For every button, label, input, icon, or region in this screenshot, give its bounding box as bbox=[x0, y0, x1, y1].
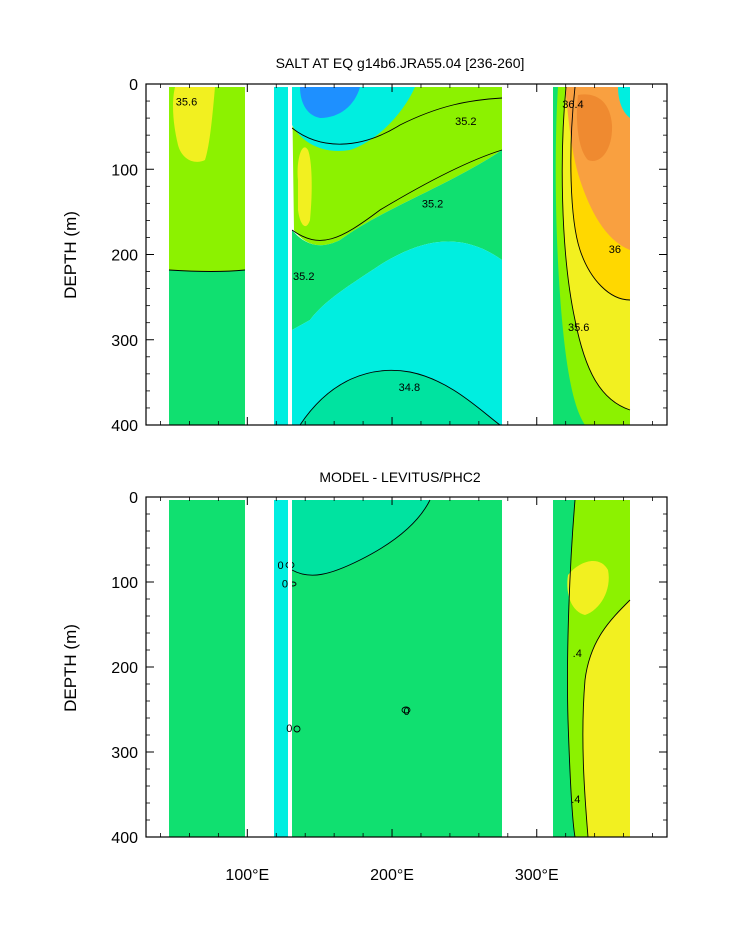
salinity-panel: SALT AT EQ g14b6.JRA55.04 [236-260] bbox=[61, 55, 668, 435]
p2-region-central-cyan bbox=[292, 500, 430, 576]
p1-contour-label-0: 35.6 bbox=[176, 96, 197, 108]
p1-region-surface-blue bbox=[300, 87, 360, 118]
p2-ytick-label-4: 400 bbox=[111, 830, 138, 847]
p2-zero-ellipse-4 bbox=[293, 725, 301, 733]
panel2-y-axis: 0 100 200 300 400 bbox=[111, 490, 667, 847]
p1-mask-b bbox=[288, 87, 292, 425]
p2-contour-label-1: .4 bbox=[571, 794, 580, 806]
p1-region-central-green bbox=[292, 150, 502, 330]
p1-region-west-upper bbox=[173, 87, 215, 162]
p1-region-west-lower bbox=[169, 270, 245, 425]
p1-contour-label-3: 35.2 bbox=[293, 271, 314, 283]
panel1-contour-labels: 35.6 35.2 35.2 35.2 34.8 36.4 36 35.6 bbox=[176, 96, 621, 394]
p2-xtick-label-2: 300°E bbox=[515, 867, 559, 884]
panel2-x-axis: 100°E 200°E 300°E bbox=[160, 497, 653, 884]
p1-contour-east-35-6 bbox=[561, 86, 631, 411]
p1-contour-label-4: 34.8 bbox=[399, 382, 420, 394]
p2-region-strip bbox=[274, 500, 288, 837]
p2-xtick-label-1: 200°E bbox=[370, 867, 414, 884]
p2-contour-label-0: .4 bbox=[573, 648, 582, 660]
p1-region-central-cyan bbox=[292, 241, 502, 425]
p1-mask-a bbox=[245, 87, 274, 425]
p1-contour-label-5: 36.4 bbox=[562, 99, 583, 111]
p2-region-west bbox=[169, 500, 245, 837]
panel1-contour-lines bbox=[168, 86, 631, 426]
panel2-masks bbox=[245, 500, 553, 837]
p2-zero-ellipse-3 bbox=[401, 706, 411, 714]
p1-contour-label-7: 35.6 bbox=[568, 322, 589, 334]
p2-contour-east-inner bbox=[567, 499, 576, 838]
p1-region-east-lime bbox=[553, 87, 630, 425]
p1-ytick-label-3: 300 bbox=[111, 333, 138, 350]
panel2-contour-lines bbox=[285, 499, 631, 838]
panel1-x-axis bbox=[160, 84, 653, 425]
p1-contour-east-36 bbox=[570, 86, 631, 301]
p1-contour-label-1: 35.2 bbox=[455, 116, 476, 128]
p2-mask-a bbox=[245, 500, 274, 837]
p2-contour-east bbox=[582, 599, 631, 838]
panel1-masks bbox=[245, 87, 553, 425]
p2-ytick-label-0: 0 bbox=[129, 490, 138, 507]
p1-region-east-dark-orange bbox=[576, 94, 613, 161]
p1-region-east-cyan-corner bbox=[618, 87, 630, 118]
p2-zero-label-3: 0 bbox=[286, 723, 292, 735]
difference-panel: MODEL - LEVITUS/PHC2 .4 .4 0 0 0 0 0 bbox=[61, 469, 668, 884]
panel2-contour-fill bbox=[169, 500, 630, 837]
p2-region-central bbox=[292, 500, 502, 837]
p1-region-east-green bbox=[553, 87, 585, 425]
panel1-title: SALT AT EQ g14b6.JRA55.04 [236-260] bbox=[276, 55, 525, 71]
p2-region-east-yellow-blob bbox=[567, 560, 609, 615]
p1-ytick-label-4: 400 bbox=[111, 418, 138, 435]
p2-zero-label-1: 0 bbox=[282, 579, 288, 591]
p2-ytick-label-1: 100 bbox=[111, 575, 138, 592]
p1-contour-label-2: 35.2 bbox=[422, 199, 443, 211]
p1-contour-35-2-mid bbox=[291, 149, 503, 241]
p1-region-yellow-blob bbox=[297, 147, 312, 227]
panel2-title: MODEL - LEVITUS/PHC2 bbox=[319, 469, 481, 485]
p1-mask-c bbox=[502, 87, 553, 425]
panel1-contour-fill bbox=[169, 87, 630, 425]
panel2-contour-labels: .4 .4 0 0 0 0 bbox=[278, 560, 582, 806]
p1-contour-label-6: 36 bbox=[609, 244, 621, 256]
p1-region-deep-teal bbox=[300, 370, 500, 425]
p1-contour-34-8 bbox=[299, 369, 501, 426]
panel2-ylabel: DEPTH (m) bbox=[61, 624, 80, 712]
p2-zero-label-0: 0 bbox=[278, 560, 284, 572]
p2-xtick-label-0: 100°E bbox=[225, 867, 269, 884]
panel1-y-axis: 0 100 200 300 400 bbox=[111, 77, 667, 435]
p2-contour-central bbox=[291, 499, 431, 576]
p2-mask-b bbox=[288, 500, 292, 837]
p1-ytick-label-1: 100 bbox=[111, 162, 138, 179]
p1-ytick-label-2: 200 bbox=[111, 248, 138, 265]
p1-ytick-label-0: 0 bbox=[129, 77, 138, 94]
p2-ytick-label-2: 200 bbox=[111, 660, 138, 677]
p1-contour-35-2-upper bbox=[291, 97, 503, 145]
p2-mask-c bbox=[502, 500, 553, 837]
p2-zero-label-2: 0 bbox=[403, 706, 409, 718]
p1-region-strip bbox=[274, 87, 288, 425]
p2-ytick-label-3: 300 bbox=[111, 745, 138, 762]
p1-contour-west bbox=[168, 269, 246, 272]
panel1-ylabel: DEPTH (m) bbox=[61, 211, 80, 299]
